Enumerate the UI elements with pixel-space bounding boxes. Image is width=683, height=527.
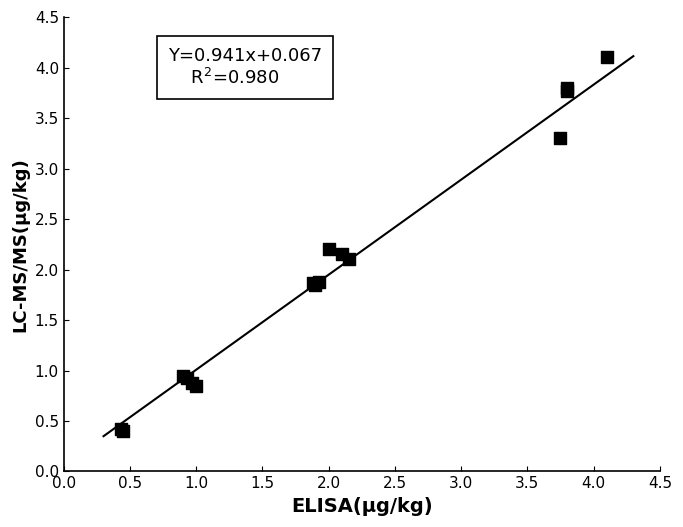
Point [310,280,321,289]
Point [118,427,129,435]
Point [561,86,572,95]
Point [601,53,612,62]
Point [178,372,189,380]
Point [337,250,348,259]
Point [191,382,201,390]
X-axis label: ELISA(μg/kg): ELISA(μg/kg) [291,497,432,516]
Point [307,278,318,287]
Point [186,378,197,387]
Text: Y=0.941x+0.067
    R$^2$=0.980: Y=0.941x+0.067 R$^2$=0.980 [168,47,322,88]
Point [561,84,572,92]
Point [314,277,325,286]
Point [555,134,566,142]
Point [182,373,193,382]
Point [115,425,126,433]
Point [343,255,354,264]
Y-axis label: LC-MS/MS(μg/kg): LC-MS/MS(μg/kg) [11,157,29,331]
Point [323,245,334,253]
